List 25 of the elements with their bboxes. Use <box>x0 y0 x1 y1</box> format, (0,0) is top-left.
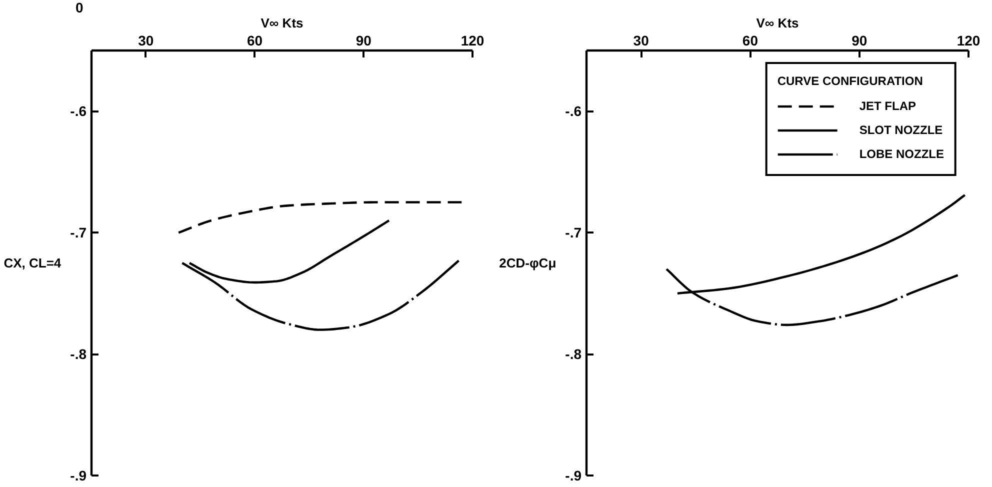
x-tick-label: 90 <box>356 32 372 48</box>
y-tick-label: -.7 <box>70 224 87 241</box>
x-tick-label: 60 <box>247 32 263 48</box>
legend-label: LOBE NOZZLE <box>859 147 944 161</box>
y-tick-label: -.9 <box>70 468 87 484</box>
x-tick-label: 90 <box>852 32 868 48</box>
legend-title: CURVE CONFIGURATION <box>777 74 924 88</box>
y-axis-title: 2CD-φCμ <box>499 256 556 270</box>
x-tick-label: 30 <box>633 32 650 48</box>
y-tick-label: -.8 <box>565 346 582 362</box>
legend-label: SLOT NOZZLE <box>859 123 943 137</box>
x-axis-title: V∞ Kts <box>756 16 799 30</box>
x-tick-label: 120 <box>460 32 484 48</box>
x-tick-label: 60 <box>742 32 758 48</box>
x-axis-title: V∞ Kts <box>260 16 304 30</box>
x-tick-label: 30 <box>138 32 154 48</box>
y-tick-label: -.9 <box>565 468 582 484</box>
y-tick-label: -.6 <box>565 103 582 120</box>
y-tick-label: -.7 <box>565 224 582 241</box>
y-tick-label: -.6 <box>70 103 87 120</box>
y-axis-title: CX, CL=4 <box>4 256 62 270</box>
text: 0 <box>76 0 84 16</box>
y-tick-label: -.8 <box>70 346 87 362</box>
legend-label: JET FLAP <box>859 99 916 113</box>
x-tick-label: 120 <box>956 32 980 48</box>
